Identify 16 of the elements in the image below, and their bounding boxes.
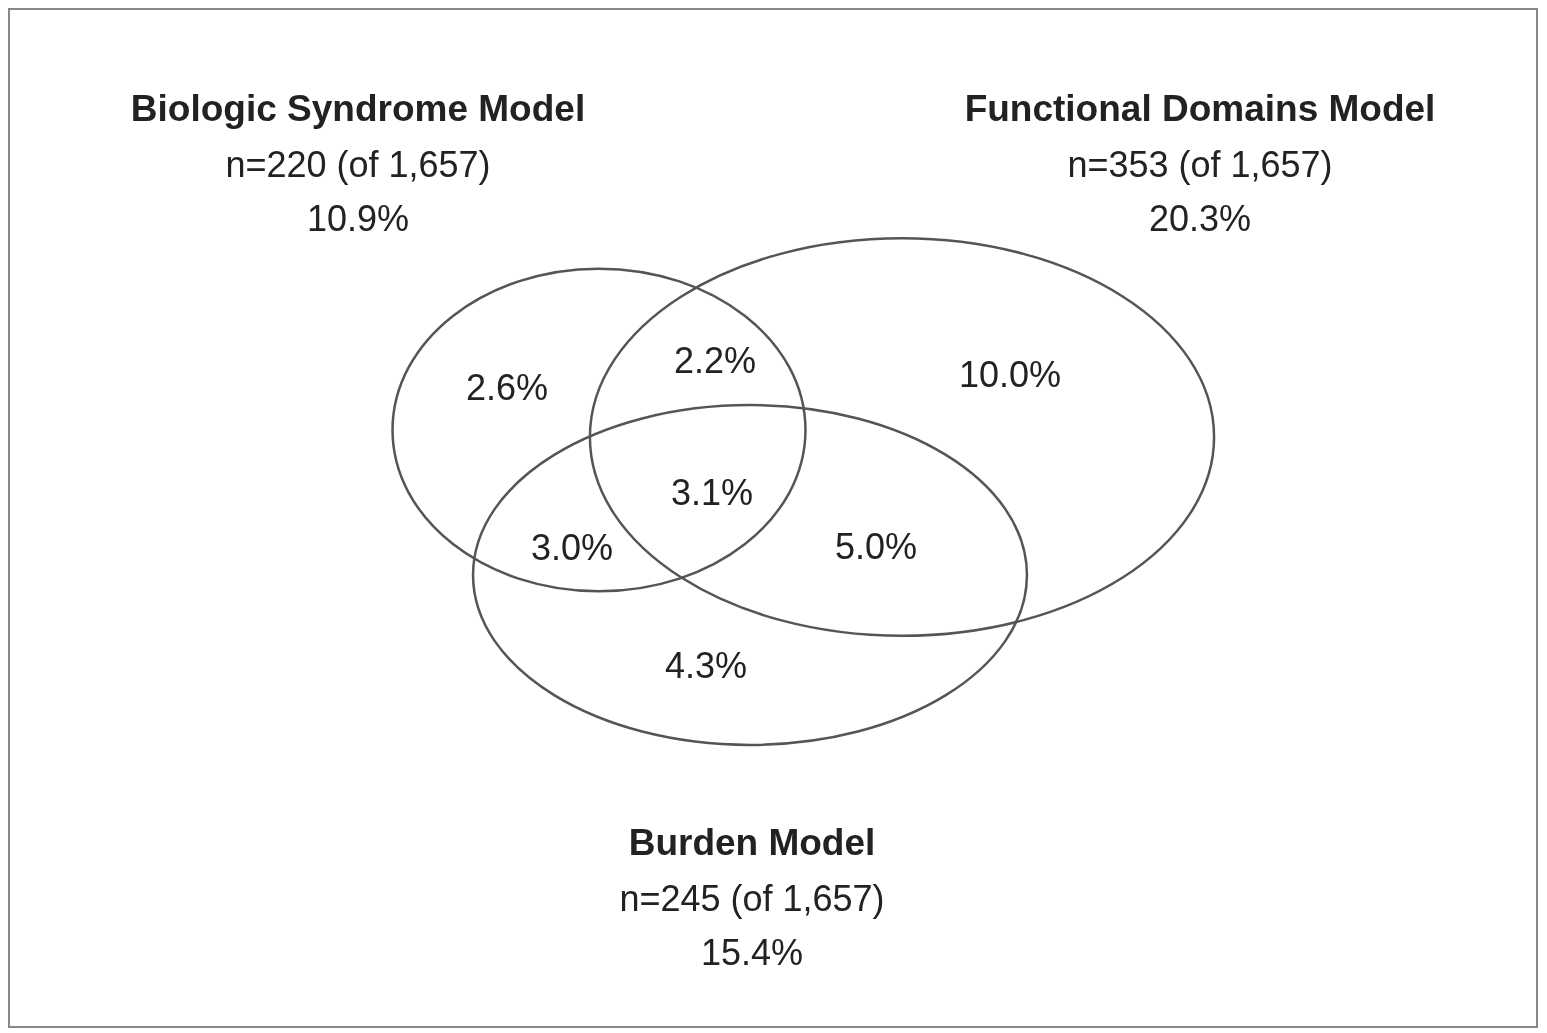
- text: 2.6%: [465, 366, 549, 408]
- text: 4.3%: [664, 644, 748, 686]
- data-label: 20.3%: [1148, 197, 1252, 239]
- category-label: Biologic Syndrome Model: [130, 87, 586, 129]
- text: n=353 (of 1,657): [1067, 143, 1333, 185]
- text: 5.0%: [834, 525, 918, 567]
- text: 3.0%: [530, 526, 614, 568]
- text: 3.1%: [670, 471, 754, 513]
- text: 2.2%: [673, 339, 757, 381]
- text: 10.0%: [958, 353, 1062, 395]
- text: n=220 (of 1,657): [225, 143, 491, 185]
- category-label: Burden Model: [628, 821, 876, 863]
- category-label: Functional Domains Model: [964, 87, 1436, 129]
- data-label: 10.9%: [306, 197, 410, 239]
- text: n=245 (of 1,657): [619, 877, 885, 919]
- data-label: 15.4%: [700, 931, 804, 973]
